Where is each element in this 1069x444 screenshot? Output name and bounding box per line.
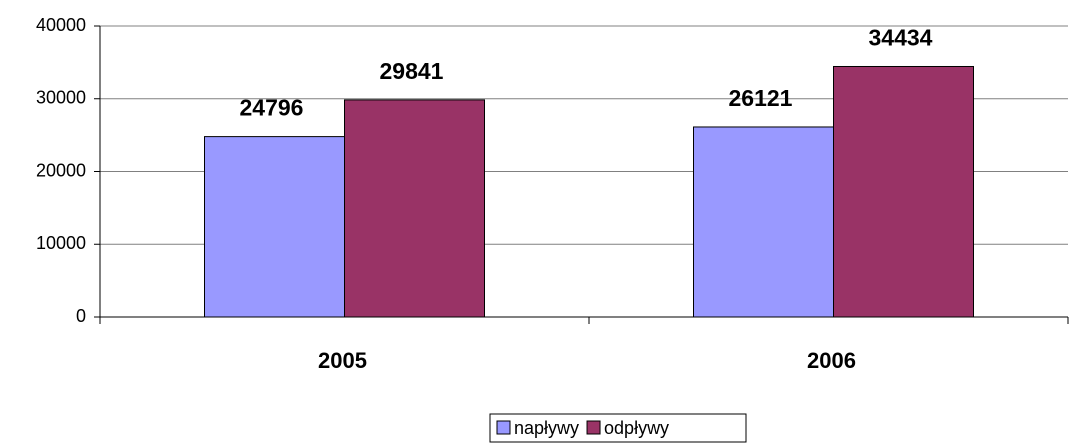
legend-label: napływy — [514, 418, 579, 438]
bar — [344, 99, 485, 318]
value-label: 34434 — [869, 25, 933, 51]
legend-swatch — [586, 420, 601, 435]
value-label: 29841 — [380, 58, 444, 84]
y-tick-label: 0 — [76, 306, 86, 326]
y-tick-label: 20000 — [36, 160, 86, 180]
legend — [489, 413, 747, 443]
value-label: 24796 — [240, 95, 304, 121]
bar — [204, 136, 345, 318]
x-tick-label: 2005 — [318, 348, 367, 373]
value-label: 26121 — [729, 85, 793, 111]
legend-label: odpływy — [604, 418, 669, 438]
y-tick-label: 40000 — [36, 15, 86, 35]
bar — [833, 65, 974, 318]
legend-swatch — [496, 420, 511, 435]
y-tick-label: 10000 — [36, 233, 86, 253]
y-tick-label: 30000 — [36, 88, 86, 108]
x-tick-label: 2006 — [807, 348, 856, 373]
bar — [693, 126, 834, 318]
